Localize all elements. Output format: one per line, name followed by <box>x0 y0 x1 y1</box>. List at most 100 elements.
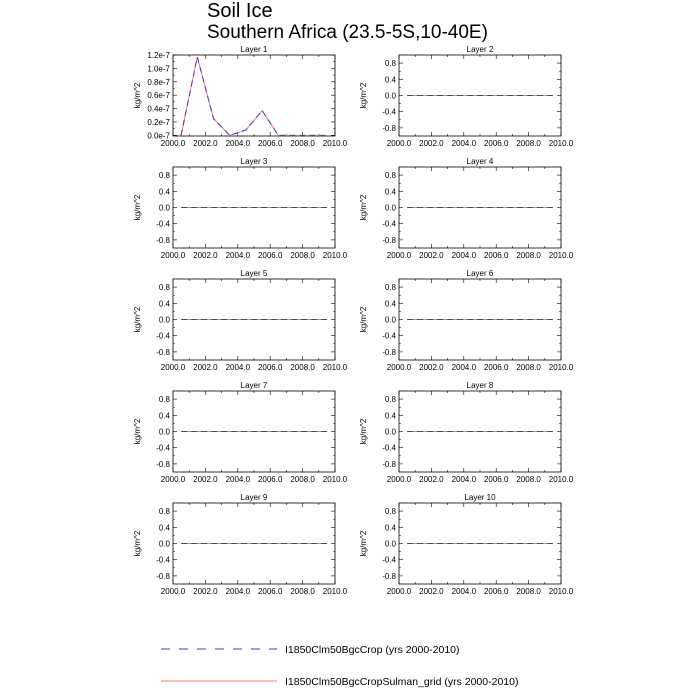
x-tick-label: 2008.0 <box>516 139 541 148</box>
y-axis-label: kg/m^2 <box>133 82 142 108</box>
y-tick-label: 0.0e-7 <box>147 131 170 140</box>
y-axis-label: kg/m^2 <box>133 418 142 444</box>
y-tick-label: -0.8 <box>156 348 170 357</box>
panel-title: Layer 9 <box>241 493 268 502</box>
y-tick-label: 0.4 <box>385 299 397 308</box>
x-tick-label: 2008.0 <box>290 139 315 148</box>
y-tick-label: 0.4 <box>159 187 171 196</box>
figure-title: Soil Ice <box>207 0 273 22</box>
legend-label-1: I1850Clm50BgcCrop (yrs 2000-2010) <box>285 644 460 656</box>
y-tick-label: 1.2e-7 <box>147 51 170 60</box>
y-tick-label: 0.4e-7 <box>147 105 170 114</box>
x-tick-label: 2002.0 <box>419 251 444 260</box>
x-tick-label: 2008.0 <box>290 251 315 260</box>
x-tick-label: 2004.0 <box>452 251 477 260</box>
x-tick-label: 2008.0 <box>516 587 541 596</box>
x-tick-label: 2004.0 <box>452 475 477 484</box>
y-tick-label: -0.4 <box>382 556 396 565</box>
y-tick-label: 0.8 <box>159 507 171 516</box>
y-tick-label: -0.4 <box>382 220 396 229</box>
y-tick-label: 0.4 <box>159 299 171 308</box>
x-tick-label: 2006.0 <box>258 139 283 148</box>
x-tick-label: 2000.0 <box>387 475 412 484</box>
panel-title: Layer 3 <box>241 157 268 166</box>
x-tick-label: 2008.0 <box>516 363 541 372</box>
y-tick-label: -0.8 <box>382 348 396 357</box>
y-tick-label: 0.4 <box>159 411 171 420</box>
panel-title: Layer 8 <box>467 381 494 390</box>
y-tick-label: 0.4 <box>385 411 397 420</box>
x-tick-label: 2004.0 <box>452 363 477 372</box>
panel-title: Layer 4 <box>467 157 494 166</box>
x-tick-label: 2010.0 <box>549 251 574 260</box>
panel-layer-2: Layer 2 2000.0 2002.0 2004.0 2006.0 2008.0 201… <box>359 45 574 148</box>
x-tick-label: 2006.0 <box>484 475 509 484</box>
y-axis-label: kg/m^2 <box>133 530 142 556</box>
y-tick-label: 0.0 <box>385 316 397 325</box>
x-tick-label: 2006.0 <box>484 363 509 372</box>
y-tick-label: 0.8 <box>385 507 397 516</box>
panel-layer-1: Layer 1 2000.0 2002.0 2004.0 2006.0 2008.0 201… <box>133 45 348 148</box>
y-tick-label: -0.4 <box>156 444 170 453</box>
y-tick-label: 0.8 <box>385 395 397 404</box>
x-tick-label: 2010.0 <box>323 587 348 596</box>
x-tick-label: 2004.0 <box>226 139 251 148</box>
x-tick-label: 2000.0 <box>161 475 186 484</box>
y-tick-label: 0.6e-7 <box>147 91 170 100</box>
y-tick-label: 0.8 <box>159 395 171 404</box>
y-tick-label: 0.8 <box>385 283 397 292</box>
panel-layer-10: Layer 10 2000.0 2002.0 2004.0 2006.0 2008.0 20… <box>359 493 574 596</box>
y-tick-label: 0.0 <box>159 204 171 213</box>
panel-layer-4: Layer 4 2000.0 2002.0 2004.0 2006.0 2008.0 201… <box>359 157 574 260</box>
y-axis-label: kg/m^2 <box>359 306 368 332</box>
panel-layer-9: Layer 9 2000.0 2002.0 2004.0 2006.0 2008.0 201… <box>133 493 348 596</box>
y-axis-label: kg/m^2 <box>359 530 368 556</box>
panel-title: Layer 7 <box>241 381 268 390</box>
panel-layer-6: Layer 6 2000.0 2002.0 2004.0 2006.0 2008.0 201… <box>359 269 574 372</box>
y-axis-label: kg/m^2 <box>133 306 142 332</box>
y-axis-label: kg/m^2 <box>133 194 142 220</box>
x-tick-label: 2010.0 <box>549 363 574 372</box>
x-tick-label: 2006.0 <box>258 475 283 484</box>
panel-title: Layer 6 <box>467 269 494 278</box>
x-tick-label: 2000.0 <box>161 251 186 260</box>
y-tick-label: 0.4 <box>385 187 397 196</box>
y-tick-label: -0.8 <box>382 572 396 581</box>
x-tick-label: 2006.0 <box>484 251 509 260</box>
series-line-sulman-grid <box>180 56 327 136</box>
panel-layer-3: Layer 3 2000.0 2002.0 2004.0 2006.0 2008.0 201… <box>133 157 348 260</box>
y-tick-label: 0.8e-7 <box>147 78 170 87</box>
y-tick-label: -0.4 <box>382 108 396 117</box>
panels: Layer 1 2000.0 2002.0 2004.0 2006.0 2008.0 201… <box>133 45 574 596</box>
y-tick-label: -0.4 <box>156 556 170 565</box>
x-tick-label: 2010.0 <box>549 475 574 484</box>
panel-layer-5: Layer 5 2000.0 2002.0 2004.0 2006.0 2008.0 201… <box>133 269 348 372</box>
y-tick-label: 0.8 <box>159 171 171 180</box>
y-tick-label: -0.8 <box>382 236 396 245</box>
y-tick-label: 0.0 <box>385 540 397 549</box>
x-tick-label: 2006.0 <box>484 139 509 148</box>
y-tick-label: -0.4 <box>156 220 170 229</box>
x-tick-label: 2002.0 <box>193 587 218 596</box>
x-tick-label: 2000.0 <box>161 363 186 372</box>
x-tick-label: 2000.0 <box>161 587 186 596</box>
x-tick-label: 2010.0 <box>549 587 574 596</box>
panel-layer-8: Layer 8 2000.0 2002.0 2004.0 2006.0 2008.0 201… <box>359 381 574 484</box>
y-tick-label: 0.0 <box>385 204 397 213</box>
y-tick-label: 0.2e-7 <box>147 118 170 127</box>
x-tick-label: 2004.0 <box>226 251 251 260</box>
x-tick-label: 2008.0 <box>516 475 541 484</box>
y-tick-label: -0.8 <box>382 124 396 133</box>
plot-frame <box>172 54 336 137</box>
y-tick-label: 0.0 <box>385 428 397 437</box>
x-tick-label: 2008.0 <box>290 475 315 484</box>
legend: I1850Clm50BgcCrop (yrs 2000-2010) I1850Cl… <box>161 644 518 688</box>
y-tick-label: 0.4 <box>385 523 397 532</box>
x-tick-label: 2006.0 <box>258 363 283 372</box>
x-tick-label: 2000.0 <box>387 139 412 148</box>
x-tick-label: 2002.0 <box>419 475 444 484</box>
y-tick-label: 0.4 <box>385 75 397 84</box>
figure-subtitle: Southern Africa (23.5-5S,10-40E) <box>207 22 488 43</box>
x-tick-label: 2006.0 <box>258 251 283 260</box>
